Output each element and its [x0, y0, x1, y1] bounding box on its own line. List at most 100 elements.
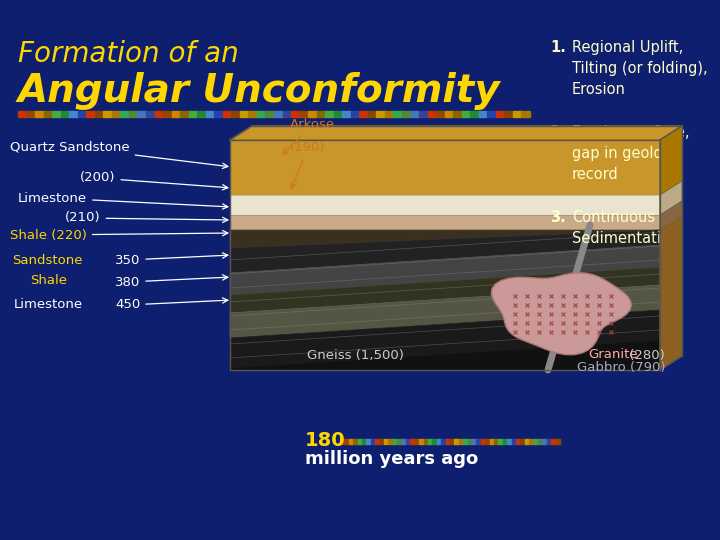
Bar [215, 111, 222, 117]
Bar [525, 439, 529, 444]
Text: 450: 450 [115, 298, 228, 312]
Polygon shape [230, 340, 660, 370]
Bar [368, 111, 377, 117]
Bar [402, 111, 410, 117]
Bar [385, 111, 393, 117]
Bar [375, 439, 379, 444]
Bar [317, 111, 325, 117]
Text: Continuous
Sedimentation: Continuous Sedimentation [572, 210, 679, 246]
Bar [538, 439, 542, 444]
Bar [453, 111, 462, 117]
Bar [423, 439, 428, 444]
Bar [231, 111, 240, 117]
Bar [437, 439, 441, 444]
Bar [222, 111, 231, 117]
Bar [462, 111, 470, 117]
Bar [446, 439, 450, 444]
Bar [78, 111, 86, 117]
Polygon shape [660, 201, 682, 230]
Bar [266, 111, 274, 117]
Polygon shape [660, 181, 682, 215]
Bar [503, 439, 507, 444]
Bar [358, 439, 362, 444]
Bar [377, 111, 385, 117]
Bar [516, 439, 521, 444]
Bar [371, 439, 375, 444]
Polygon shape [230, 267, 660, 313]
Bar [180, 111, 189, 117]
Bar [129, 111, 138, 117]
Polygon shape [230, 126, 682, 140]
Bar [342, 111, 351, 117]
Polygon shape [660, 126, 682, 195]
Bar [189, 111, 197, 117]
Text: Formation of an: Formation of an [18, 40, 239, 68]
Bar [487, 111, 496, 117]
Bar [521, 439, 525, 444]
Bar [308, 111, 317, 117]
Bar [436, 111, 445, 117]
Bar [556, 439, 560, 444]
Bar [230, 215, 660, 230]
Bar [44, 111, 52, 117]
Bar [362, 439, 366, 444]
Bar [138, 111, 146, 117]
Text: 350: 350 [115, 253, 228, 267]
Bar [529, 439, 534, 444]
Text: Arkose: Arkose [283, 118, 335, 154]
Bar [450, 439, 454, 444]
Text: Quartz Sandstone: Quartz Sandstone [10, 140, 228, 168]
Bar [206, 111, 215, 117]
Bar [521, 111, 530, 117]
Bar [485, 439, 490, 444]
Polygon shape [660, 126, 682, 370]
Bar [384, 439, 388, 444]
Bar [60, 111, 69, 117]
Text: Erosion surface,
gap in geologic
record: Erosion surface, gap in geologic record [572, 125, 690, 182]
Bar [445, 111, 453, 117]
Bar [410, 439, 415, 444]
Bar [542, 439, 546, 444]
Bar [428, 111, 436, 117]
Text: 3.: 3. [550, 210, 566, 225]
Bar [470, 111, 479, 117]
Bar [340, 439, 344, 444]
Bar [490, 439, 494, 444]
Bar [120, 111, 129, 117]
Polygon shape [230, 285, 660, 338]
Bar [419, 439, 423, 444]
Bar [379, 439, 384, 444]
Bar [163, 111, 171, 117]
Text: million years ago: million years ago [305, 450, 478, 468]
Polygon shape [492, 273, 631, 355]
Text: (210): (210) [65, 212, 228, 225]
Text: Gneiss (1,500): Gneiss (1,500) [307, 348, 403, 361]
Bar [27, 111, 35, 117]
Polygon shape [230, 245, 660, 295]
Polygon shape [230, 230, 660, 273]
Bar [52, 111, 60, 117]
Bar [230, 140, 660, 195]
Bar [552, 439, 556, 444]
Text: Shale (220): Shale (220) [10, 228, 228, 241]
Bar [505, 111, 513, 117]
Bar [257, 111, 266, 117]
Bar [479, 111, 487, 117]
Bar [463, 439, 467, 444]
Polygon shape [230, 230, 660, 248]
Bar [507, 439, 512, 444]
Text: (200): (200) [80, 172, 228, 190]
Bar [197, 111, 206, 117]
Bar [86, 111, 95, 117]
Bar [348, 439, 354, 444]
Bar [240, 111, 248, 117]
Text: (190): (190) [290, 141, 325, 188]
Bar [494, 439, 498, 444]
Bar [18, 111, 27, 117]
Bar [498, 439, 503, 444]
Text: Granite: Granite [588, 348, 638, 361]
Bar [95, 111, 104, 117]
Bar [546, 439, 552, 444]
Bar [155, 111, 163, 117]
Text: (280): (280) [625, 348, 665, 361]
